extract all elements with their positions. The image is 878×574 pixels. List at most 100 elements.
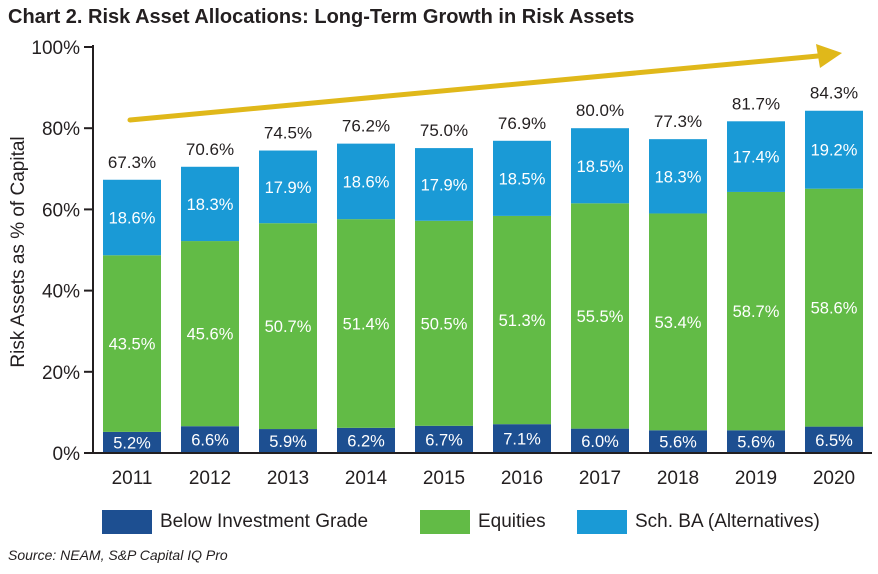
total-label-2019: 81.7% [732, 94, 780, 113]
data-label-big-2019: 5.6% [737, 434, 775, 452]
total-label-2018: 77.3% [654, 112, 702, 131]
data-label-eq-2011: 43.5% [109, 336, 156, 354]
data-label-eq-2014: 51.4% [343, 315, 390, 333]
data-label-ba-2013: 17.9% [265, 179, 312, 197]
bar-big-2012 [181, 426, 239, 453]
bar-eq-2012 [181, 241, 239, 427]
bar-ba-2019 [727, 121, 785, 192]
bar-eq-2018 [649, 213, 707, 431]
data-label-ba-2017: 18.5% [577, 158, 624, 176]
bar-eq-2011 [103, 255, 161, 432]
bar-eq-2019 [727, 191, 785, 431]
data-label-eq-2015: 50.5% [421, 315, 468, 333]
bar-eq-2020 [805, 188, 863, 427]
y-tick-label-80: 80% [42, 119, 80, 140]
total-label-2020: 84.3% [810, 84, 858, 103]
bar-eq-2017 [571, 203, 629, 429]
data-label-eq-2012: 45.6% [187, 326, 234, 344]
x-tick-label-2016: 2016 [501, 468, 543, 489]
bar-big-2014 [337, 427, 395, 453]
total-label-2017: 80.0% [576, 101, 624, 120]
data-label-big-2020: 6.5% [815, 432, 853, 450]
data-label-eq-2017: 55.5% [577, 308, 624, 326]
data-label-big-2013: 5.9% [269, 433, 307, 451]
data-label-big-2015: 6.7% [425, 431, 463, 449]
trend-arrow-head [816, 44, 842, 68]
x-tick-label-2012: 2012 [189, 468, 231, 489]
bar-big-2013 [259, 429, 317, 453]
total-label-2013: 74.5% [264, 124, 312, 143]
bar-eq-2013 [259, 223, 317, 430]
data-label-ba-2011: 18.6% [109, 210, 156, 228]
bar-big-2015 [415, 425, 473, 453]
total-label-2012: 70.6% [186, 140, 234, 159]
x-tick-label-2019: 2019 [735, 468, 777, 489]
y-tick-label-0: 0% [53, 444, 81, 465]
bar-ba-2018 [649, 139, 707, 214]
total-label-2016: 76.9% [498, 114, 546, 133]
data-label-big-2018: 5.6% [659, 434, 697, 452]
data-label-eq-2018: 53.4% [655, 314, 702, 332]
data-label-big-2011: 5.2% [113, 434, 151, 452]
bar-big-2018 [649, 430, 707, 453]
bar-ba-2020 [805, 110, 863, 189]
y-tick-label-60: 60% [42, 200, 80, 221]
legend-item-big: Below Investment Grade [102, 505, 368, 539]
legend-item-equities: Equities [420, 505, 546, 539]
legend-swatch-equities [420, 510, 470, 534]
bar-big-2017 [571, 428, 629, 453]
y-tick-label-20: 20% [42, 363, 80, 384]
bar-big-2011 [103, 431, 161, 453]
data-label-eq-2019: 58.7% [733, 303, 780, 321]
data-label-ba-2020: 19.2% [811, 142, 858, 160]
x-tick-label-2018: 2018 [657, 468, 699, 489]
total-label-2015: 75.0% [420, 121, 468, 140]
data-label-ba-2015: 17.9% [421, 176, 468, 194]
data-label-eq-2016: 51.3% [499, 312, 546, 330]
x-tick-label-2017: 2017 [579, 468, 621, 489]
data-label-big-2017: 6.0% [581, 433, 619, 451]
bar-big-2019 [727, 430, 785, 453]
legend-label-big: Below Investment Grade [160, 511, 369, 532]
legend-swatch-alternatives [577, 510, 627, 534]
data-label-ba-2012: 18.3% [187, 196, 234, 214]
total-label-2014: 76.2% [342, 117, 390, 136]
data-label-big-2014: 6.2% [347, 432, 385, 450]
data-label-big-2012: 6.6% [191, 432, 229, 450]
x-tick-label-2011: 2011 [112, 468, 153, 489]
bar-eq-2014 [337, 219, 395, 428]
total-label-2011: 67.3% [108, 153, 156, 172]
legend-item-alternatives: Sch. BA (Alternatives) [577, 505, 820, 539]
y-axis-label: Risk Assets as % of Capital [8, 136, 29, 367]
bar-ba-2011 [103, 179, 161, 256]
y-tick-label-100: 100% [31, 38, 80, 59]
legend-label-equities: Equities [478, 511, 546, 532]
data-label-eq-2013: 50.7% [265, 318, 312, 336]
data-label-eq-2020: 58.6% [811, 300, 858, 318]
x-tick-label-2014: 2014 [345, 468, 388, 489]
x-tick-label-2020: 2020 [813, 468, 855, 489]
trend-arrow-line [127, 53, 821, 123]
y-tick-label-40: 40% [42, 282, 80, 303]
chart-title: Chart 2. Risk Asset Allocations: Long-Te… [8, 6, 635, 28]
x-tick-label-2013: 2013 [267, 468, 309, 489]
legend-label-alternatives: Sch. BA (Alternatives) [635, 511, 820, 532]
bar-ba-2014 [337, 143, 395, 220]
bar-ba-2016 [493, 140, 551, 216]
data-label-ba-2018: 18.3% [655, 168, 702, 186]
data-label-ba-2014: 18.6% [343, 173, 390, 191]
bar-ba-2012 [181, 166, 239, 242]
source-note: Source: NEAM, S&P Capital IQ Pro [8, 547, 228, 563]
legend-swatch-big [102, 510, 152, 534]
bar-big-2016 [493, 424, 551, 453]
data-label-ba-2016: 18.5% [499, 170, 546, 188]
bar-ba-2015 [415, 148, 473, 221]
x-tick-label-2015: 2015 [423, 468, 465, 489]
bar-big-2020 [805, 426, 863, 453]
bar-ba-2013 [259, 150, 317, 224]
chart-svg: Risk Assets as % of Capital 0% 20% 40% 60% 8… [8, 38, 872, 489]
data-label-ba-2019: 17.4% [733, 149, 780, 167]
bar-eq-2016 [493, 215, 551, 425]
bar-eq-2015 [415, 220, 473, 426]
bar-ba-2017 [571, 128, 629, 204]
